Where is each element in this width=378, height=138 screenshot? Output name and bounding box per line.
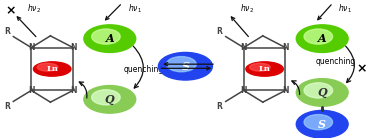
Ellipse shape bbox=[84, 25, 136, 52]
Text: Ln: Ln bbox=[259, 65, 271, 73]
Text: S: S bbox=[181, 61, 189, 72]
Text: N: N bbox=[240, 86, 247, 95]
Ellipse shape bbox=[304, 29, 333, 44]
Text: quenching: quenching bbox=[124, 64, 164, 74]
Text: R: R bbox=[216, 102, 222, 112]
Ellipse shape bbox=[91, 29, 120, 44]
Text: $h\nu_2$: $h\nu_2$ bbox=[240, 3, 254, 15]
Text: $\mathbf{\times}$: $\mathbf{\times}$ bbox=[356, 63, 367, 75]
Ellipse shape bbox=[166, 57, 196, 72]
Text: $h\nu_1$: $h\nu_1$ bbox=[128, 3, 142, 15]
Ellipse shape bbox=[37, 63, 58, 71]
Ellipse shape bbox=[158, 52, 212, 80]
Text: R: R bbox=[4, 26, 10, 36]
Text: N: N bbox=[70, 86, 76, 95]
Text: S: S bbox=[318, 119, 326, 130]
Ellipse shape bbox=[84, 86, 136, 113]
Text: Q: Q bbox=[105, 94, 115, 105]
Text: N: N bbox=[28, 43, 34, 52]
Text: Q: Q bbox=[317, 87, 327, 98]
Text: N: N bbox=[282, 43, 289, 52]
Ellipse shape bbox=[296, 25, 348, 52]
Text: $h\nu_1$: $h\nu_1$ bbox=[338, 3, 352, 15]
Ellipse shape bbox=[246, 62, 284, 76]
Text: N: N bbox=[28, 86, 34, 95]
Text: $h\nu_2$: $h\nu_2$ bbox=[27, 3, 41, 15]
Text: R: R bbox=[216, 26, 222, 36]
Text: Ln: Ln bbox=[46, 65, 58, 73]
Ellipse shape bbox=[304, 83, 333, 98]
Ellipse shape bbox=[249, 63, 270, 71]
Text: A: A bbox=[105, 33, 114, 44]
Ellipse shape bbox=[296, 79, 348, 106]
Text: R: R bbox=[4, 102, 10, 112]
Text: $\mathbf{\times}$: $\mathbf{\times}$ bbox=[5, 5, 15, 18]
Text: A: A bbox=[318, 33, 327, 44]
Ellipse shape bbox=[304, 115, 333, 130]
Text: N: N bbox=[282, 86, 289, 95]
Text: quenching: quenching bbox=[315, 57, 356, 66]
Ellipse shape bbox=[296, 110, 348, 138]
Text: N: N bbox=[240, 43, 247, 52]
Text: N: N bbox=[70, 43, 76, 52]
Ellipse shape bbox=[34, 62, 71, 76]
Ellipse shape bbox=[91, 90, 120, 105]
